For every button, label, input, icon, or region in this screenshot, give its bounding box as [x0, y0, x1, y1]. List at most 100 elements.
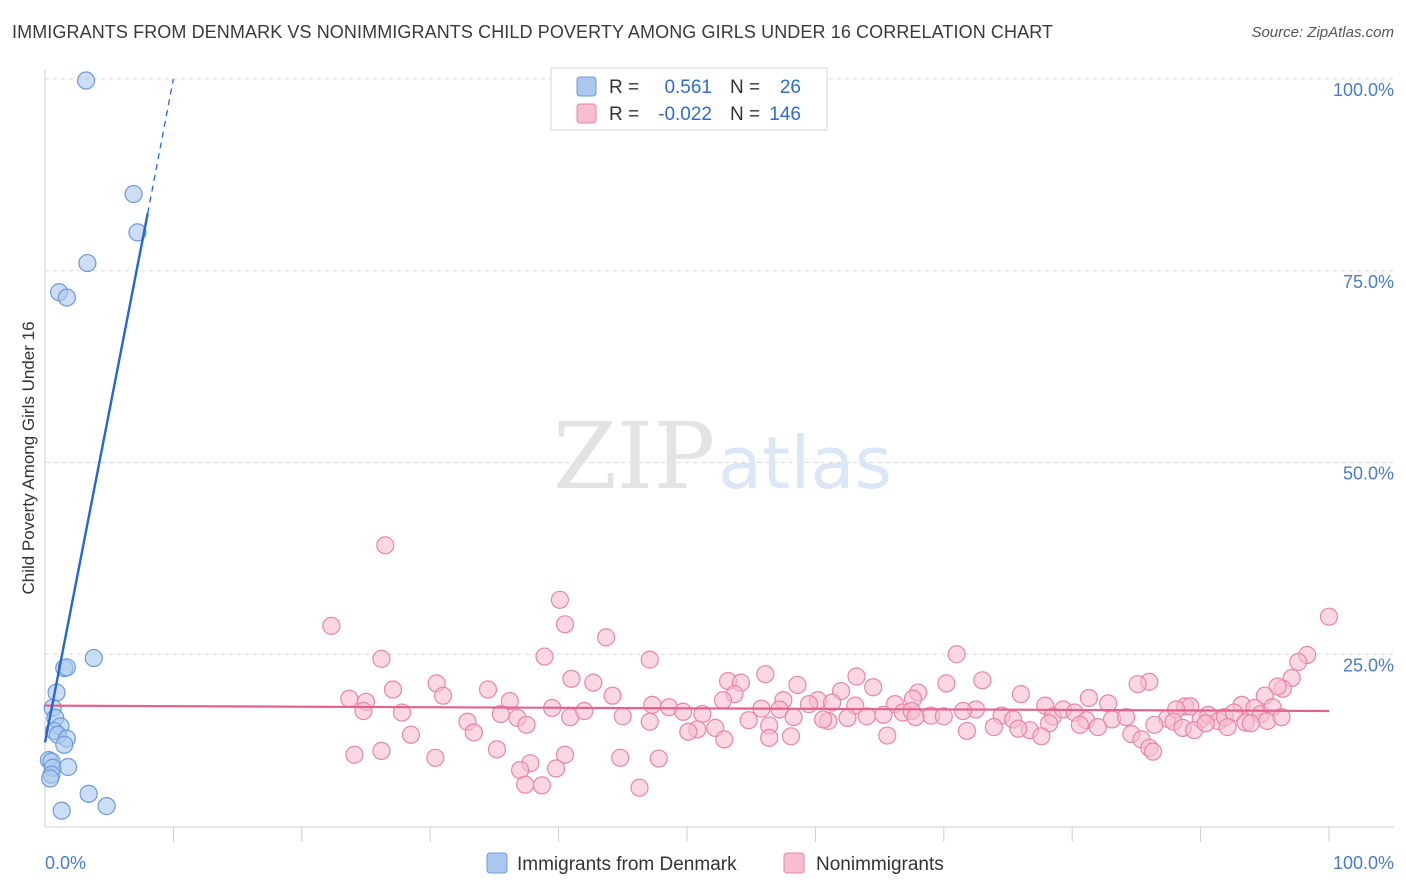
nonimmigrants-point [1272, 708, 1291, 727]
denmark-point [55, 735, 74, 754]
nonimmigrants-point [376, 536, 395, 555]
y-tick-label: 100.0% [1333, 80, 1394, 100]
denmark-point [41, 769, 60, 788]
nonimmigrants-point [1241, 714, 1260, 733]
nonimmigrants-point [1268, 677, 1287, 696]
y-tick-label: 25.0% [1343, 655, 1394, 675]
legend-r-label-2: R = [609, 104, 639, 125]
watermark: ZIP atlas [553, 403, 892, 510]
nonimmigrants-point [649, 749, 668, 768]
nonimmigrants-point [934, 707, 953, 726]
denmark-point [59, 757, 78, 777]
nonimmigrants-point [535, 647, 554, 666]
nonimmigrants-point [500, 691, 519, 711]
nonimmigrants-point [784, 708, 803, 727]
nonimmigrants-point [788, 675, 807, 695]
legend-n-value-1: 26 [780, 77, 801, 98]
nonimmigrants-point [372, 649, 391, 668]
nonimmigrants-points [322, 536, 1339, 797]
nonimmigrants-point [433, 686, 453, 705]
chart-source: Source: ZipAtlas.com [1251, 24, 1394, 41]
nonimmigrants-point [392, 703, 412, 722]
denmark-trend-extension [147, 78, 175, 214]
nonimmigrants-trend-line [44, 704, 1330, 713]
bottom-legend-swatch-nonimmigrants [783, 852, 805, 874]
bottom-legend: Immigrants from Denmark Nonimmigrants [486, 852, 944, 875]
nonimmigrants-point [679, 722, 698, 741]
nonimmigrants-point [1218, 718, 1237, 737]
nonimmigrants-point [546, 759, 566, 778]
nonimmigrants-point [613, 707, 632, 726]
nonimmigrants-point [739, 711, 758, 730]
grid-lines [45, 78, 1394, 655]
nonimmigrants-point [1143, 742, 1163, 761]
denmark-points [39, 71, 147, 820]
y-tick-labels: 25.0% 50.0% 75.0% 100.0% [1333, 80, 1394, 675]
legend-swatch-nonimmigrants [576, 103, 597, 124]
nonimmigrants-point [584, 673, 603, 692]
nonimmigrants-point [715, 730, 734, 749]
nonimmigrants-point [630, 778, 649, 797]
nonimmigrants-point [322, 616, 341, 635]
denmark-point [52, 801, 71, 820]
bottom-legend-swatch-denmark [486, 852, 508, 874]
nonimmigrants-point [532, 776, 552, 795]
nonimmigrants-point [713, 691, 733, 710]
nonimmigrants-point [575, 701, 594, 721]
watermark-zip: ZIP [553, 403, 715, 510]
denmark-point [97, 797, 116, 816]
nonimmigrants-point [957, 721, 977, 741]
nonimmigrants-point [603, 686, 622, 705]
nonimmigrants-point [550, 590, 569, 609]
nonimmigrants-point [838, 708, 857, 728]
nonimmigrants-point [1289, 652, 1308, 672]
nonimmigrants-point [874, 705, 893, 724]
nonimmigrants-point [1145, 715, 1164, 734]
nonimmigrants-point [562, 669, 581, 688]
nonimmigrants-point [1032, 727, 1051, 746]
denmark-point [78, 253, 97, 273]
denmark-point [84, 648, 103, 668]
nonimmigrants-point [1196, 714, 1215, 733]
nonimmigrants-point [674, 702, 693, 721]
nonimmigrants-point [973, 671, 992, 690]
nonimmigrants-point [643, 695, 662, 714]
legend-r-value-1: 0.561 [664, 77, 712, 98]
nonimmigrants-point [516, 775, 535, 794]
nonimmigrants-point [1088, 718, 1107, 737]
nonimmigrants-point [756, 665, 775, 684]
nonimmigrants-point [1070, 715, 1090, 734]
nonimmigrants-point [597, 628, 616, 647]
nonimmigrants-point [781, 727, 801, 746]
nonimmigrants-point [354, 701, 373, 721]
nonimmigrants-point [906, 708, 925, 727]
bottom-legend-nonimmigrants: Nonimmigrants [816, 854, 944, 875]
nonimmigrants-point [1319, 607, 1339, 626]
nonimmigrants-point [372, 741, 391, 760]
nonimmigrants-point [847, 667, 866, 686]
denmark-point [124, 184, 143, 204]
legend-r-value-2: -0.022 [658, 104, 712, 125]
x-tick-label-left: 0.0% [45, 853, 86, 873]
nonimmigrants-point [953, 701, 973, 721]
legend-r-label-1: R = [609, 77, 639, 98]
nonimmigrants-point [487, 740, 507, 759]
nonimmigrants-point [984, 718, 1003, 737]
correlation-legend: R = 0.561 N = 26 R = -0.022 N = 146 [550, 67, 828, 131]
nonimmigrants-point [478, 680, 498, 699]
nonimmigrants-point [857, 707, 876, 726]
x-tick-label-right: 100.0% [1333, 853, 1394, 873]
axes [44, 70, 1394, 842]
legend-box [550, 67, 828, 131]
nonimmigrants-point [822, 693, 842, 712]
nonimmigrants-point [383, 680, 403, 699]
y-tick-label: 50.0% [1343, 464, 1394, 484]
nonimmigrants-point [640, 650, 659, 669]
nonimmigrants-point [611, 748, 630, 767]
denmark-point [76, 71, 96, 90]
denmark-point [57, 658, 76, 677]
nonimmigrants-point [426, 748, 445, 767]
nonimmigrants-point [517, 715, 536, 734]
nonimmigrants-point [1117, 708, 1136, 727]
